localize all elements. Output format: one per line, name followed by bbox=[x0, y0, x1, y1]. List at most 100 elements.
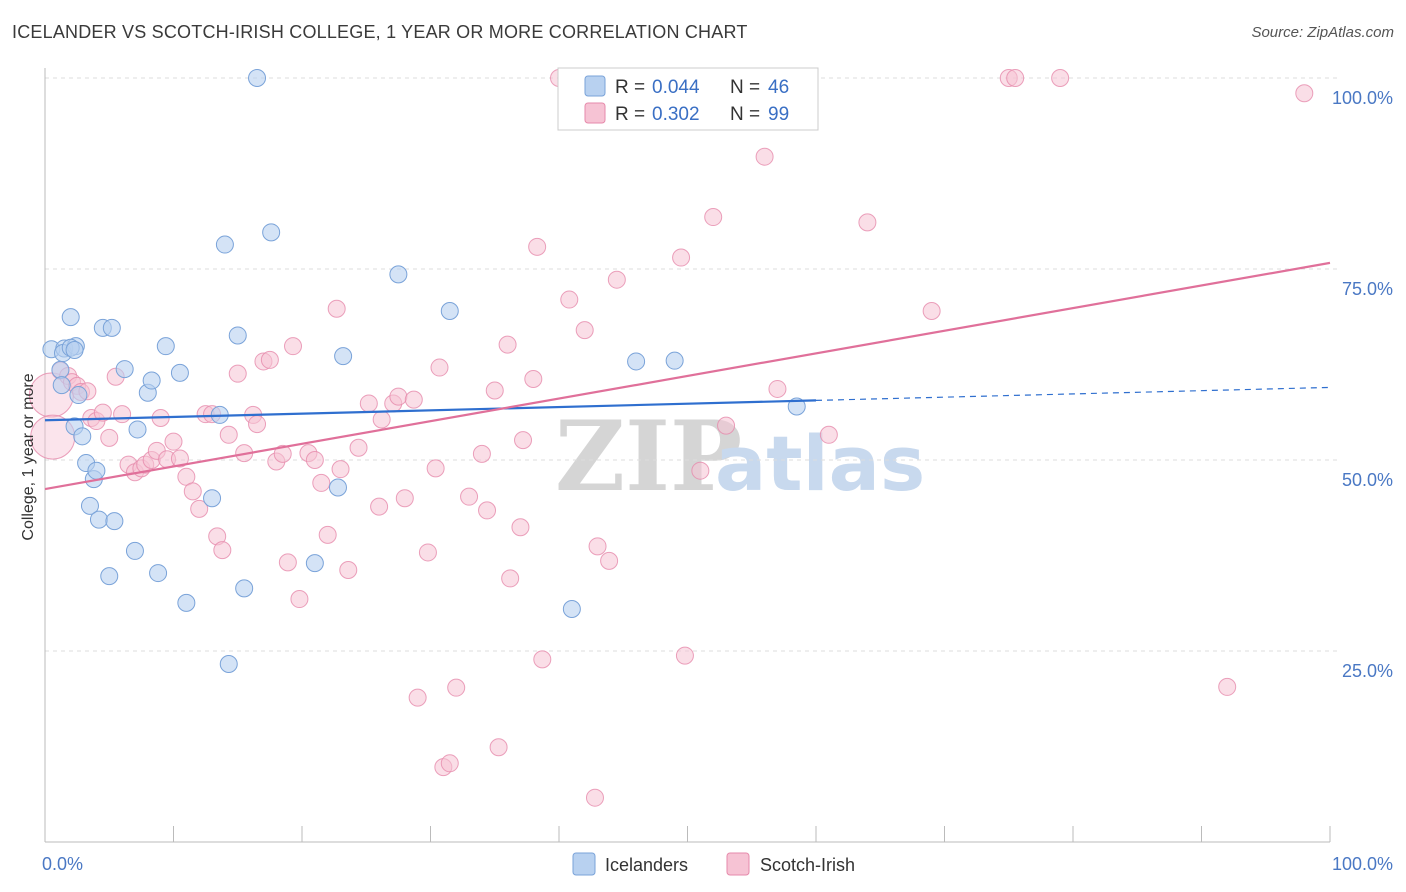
scotch-irish-point bbox=[284, 337, 303, 356]
scotch-irish-point bbox=[113, 405, 132, 424]
icelanders-point bbox=[787, 397, 806, 416]
icelanders-point bbox=[73, 427, 92, 446]
icelanders-point bbox=[562, 599, 581, 618]
scotch-irish-trend-line bbox=[44, 261, 1331, 491]
legend-n-value-icelanders: 46 bbox=[768, 77, 789, 98]
y-tick-label-75: 75.0% bbox=[1342, 279, 1393, 299]
scotch-irish-point bbox=[1295, 84, 1314, 103]
icelanders-point bbox=[65, 340, 84, 359]
icelanders-point bbox=[328, 478, 347, 497]
tick-labels: 25.0% 50.0% 75.0% 100.0% 0.0% 100.0% bbox=[42, 88, 1393, 874]
icelanders-point bbox=[334, 347, 353, 366]
scotch-irish-point bbox=[372, 410, 391, 429]
icelanders-point bbox=[80, 496, 99, 515]
scotch-irish-point bbox=[339, 561, 358, 580]
icelanders-point bbox=[149, 564, 168, 583]
watermark-zip: ZIP bbox=[555, 400, 742, 513]
icelanders-point bbox=[69, 386, 88, 405]
icelanders-point bbox=[156, 337, 175, 356]
scotch-irish-point bbox=[514, 431, 533, 450]
icelanders-point bbox=[102, 318, 121, 337]
scotch-irish-point bbox=[305, 451, 324, 469]
scotch-irish-point bbox=[447, 678, 466, 697]
scotch-irish-point bbox=[312, 473, 331, 492]
y-axis-label: College, 1 year or more bbox=[20, 373, 37, 540]
scotch-irish-point bbox=[359, 394, 378, 413]
legend-r-label-scotch-irish: R = bbox=[615, 104, 645, 125]
scotch-irish-point bbox=[511, 518, 530, 537]
scotch-irish-point bbox=[327, 299, 346, 318]
scotch-irish-point bbox=[501, 569, 520, 588]
icelanders-point bbox=[51, 360, 70, 379]
icelanders-point bbox=[440, 302, 459, 321]
scotch-irish-point bbox=[600, 551, 619, 570]
icelanders-point bbox=[215, 235, 234, 254]
scotch-irish-point bbox=[755, 147, 774, 166]
series-legend-label-scotch-irish: Scotch-Irish bbox=[760, 855, 855, 875]
scotch-irish-point bbox=[260, 350, 279, 369]
icelanders-point bbox=[61, 308, 80, 327]
icelanders-point bbox=[100, 567, 119, 586]
legend-n-value-scotch-irish: 99 bbox=[768, 104, 789, 125]
scotch-irish-point bbox=[418, 543, 437, 562]
x-tick-label-min: 0.0% bbox=[42, 854, 83, 874]
legend-r-value-icelanders: 0.044 bbox=[652, 77, 700, 98]
scotch-irish-point bbox=[404, 390, 423, 409]
scotch-irish-point bbox=[585, 788, 604, 807]
watermark: ZIP atlas bbox=[555, 400, 925, 513]
scotch-irish-point bbox=[430, 358, 449, 377]
trend-lines bbox=[44, 261, 1331, 491]
scotch-irish-point bbox=[691, 461, 710, 480]
scotch-irish-point bbox=[1006, 69, 1025, 87]
scotch-irish-point bbox=[1051, 69, 1070, 87]
scotch-irish-point bbox=[248, 415, 267, 434]
scotch-irish-point bbox=[922, 302, 941, 321]
watermark-atlas: atlas bbox=[715, 419, 925, 508]
chart-title: ICELANDER VS SCOTCH-IRISH COLLEGE, 1 YEA… bbox=[12, 22, 748, 42]
scotch-irish-point bbox=[318, 525, 337, 544]
scotch-irish-point bbox=[704, 208, 723, 227]
scotch-irish-point bbox=[672, 248, 691, 267]
series-legend-swatch-scotch-irish bbox=[726, 852, 750, 876]
scotch-irish-point bbox=[164, 432, 183, 451]
scotch-irish-point bbox=[485, 381, 504, 400]
icelanders-point bbox=[219, 654, 238, 673]
axes bbox=[44, 68, 1331, 843]
scotch-irish-point bbox=[213, 541, 232, 560]
scotch-irish-point bbox=[489, 738, 508, 757]
icelanders-point bbox=[142, 371, 161, 390]
icelanders-point bbox=[235, 579, 254, 598]
icelanders-point bbox=[228, 326, 247, 345]
icelanders-point bbox=[262, 223, 281, 242]
icelanders-point bbox=[52, 376, 71, 395]
scotch-irish-point bbox=[588, 537, 607, 556]
scotch-irish-point bbox=[460, 487, 479, 506]
scotch-irish-point bbox=[607, 270, 626, 289]
y-tick-label-25: 25.0% bbox=[1342, 661, 1393, 681]
y-tick-label-50: 50.0% bbox=[1342, 470, 1393, 490]
scotch-irish-point bbox=[717, 416, 736, 435]
legend-swatch-scotch-irish bbox=[584, 102, 606, 124]
series-legend: Icelanders Scotch-Irish bbox=[572, 852, 855, 876]
scotch-irish-point bbox=[170, 449, 189, 468]
scotch-irish-point bbox=[768, 379, 787, 398]
icelanders-point bbox=[125, 541, 144, 560]
icelanders-points bbox=[42, 69, 806, 673]
scotch-irish-point bbox=[370, 497, 389, 516]
scotch-irish-point bbox=[819, 425, 838, 444]
scotch-irish-point bbox=[478, 501, 497, 520]
scotch-irish-point bbox=[395, 489, 414, 508]
scotch-irish-point bbox=[440, 754, 459, 773]
legend-r-label-icelanders: R = bbox=[615, 77, 645, 98]
scotch-irish-point bbox=[331, 460, 350, 479]
scotch-irish-point bbox=[408, 688, 427, 707]
icelanders-trend-extension bbox=[815, 386, 1331, 402]
icelanders-point bbox=[115, 360, 134, 379]
y-tick-label-100: 100.0% bbox=[1332, 88, 1393, 108]
icelanders-point bbox=[177, 593, 196, 612]
scotch-irish-point bbox=[278, 553, 297, 572]
icelanders-point bbox=[305, 554, 324, 573]
scotch-irish-point bbox=[273, 444, 292, 463]
scotch-irish-point bbox=[389, 387, 408, 406]
